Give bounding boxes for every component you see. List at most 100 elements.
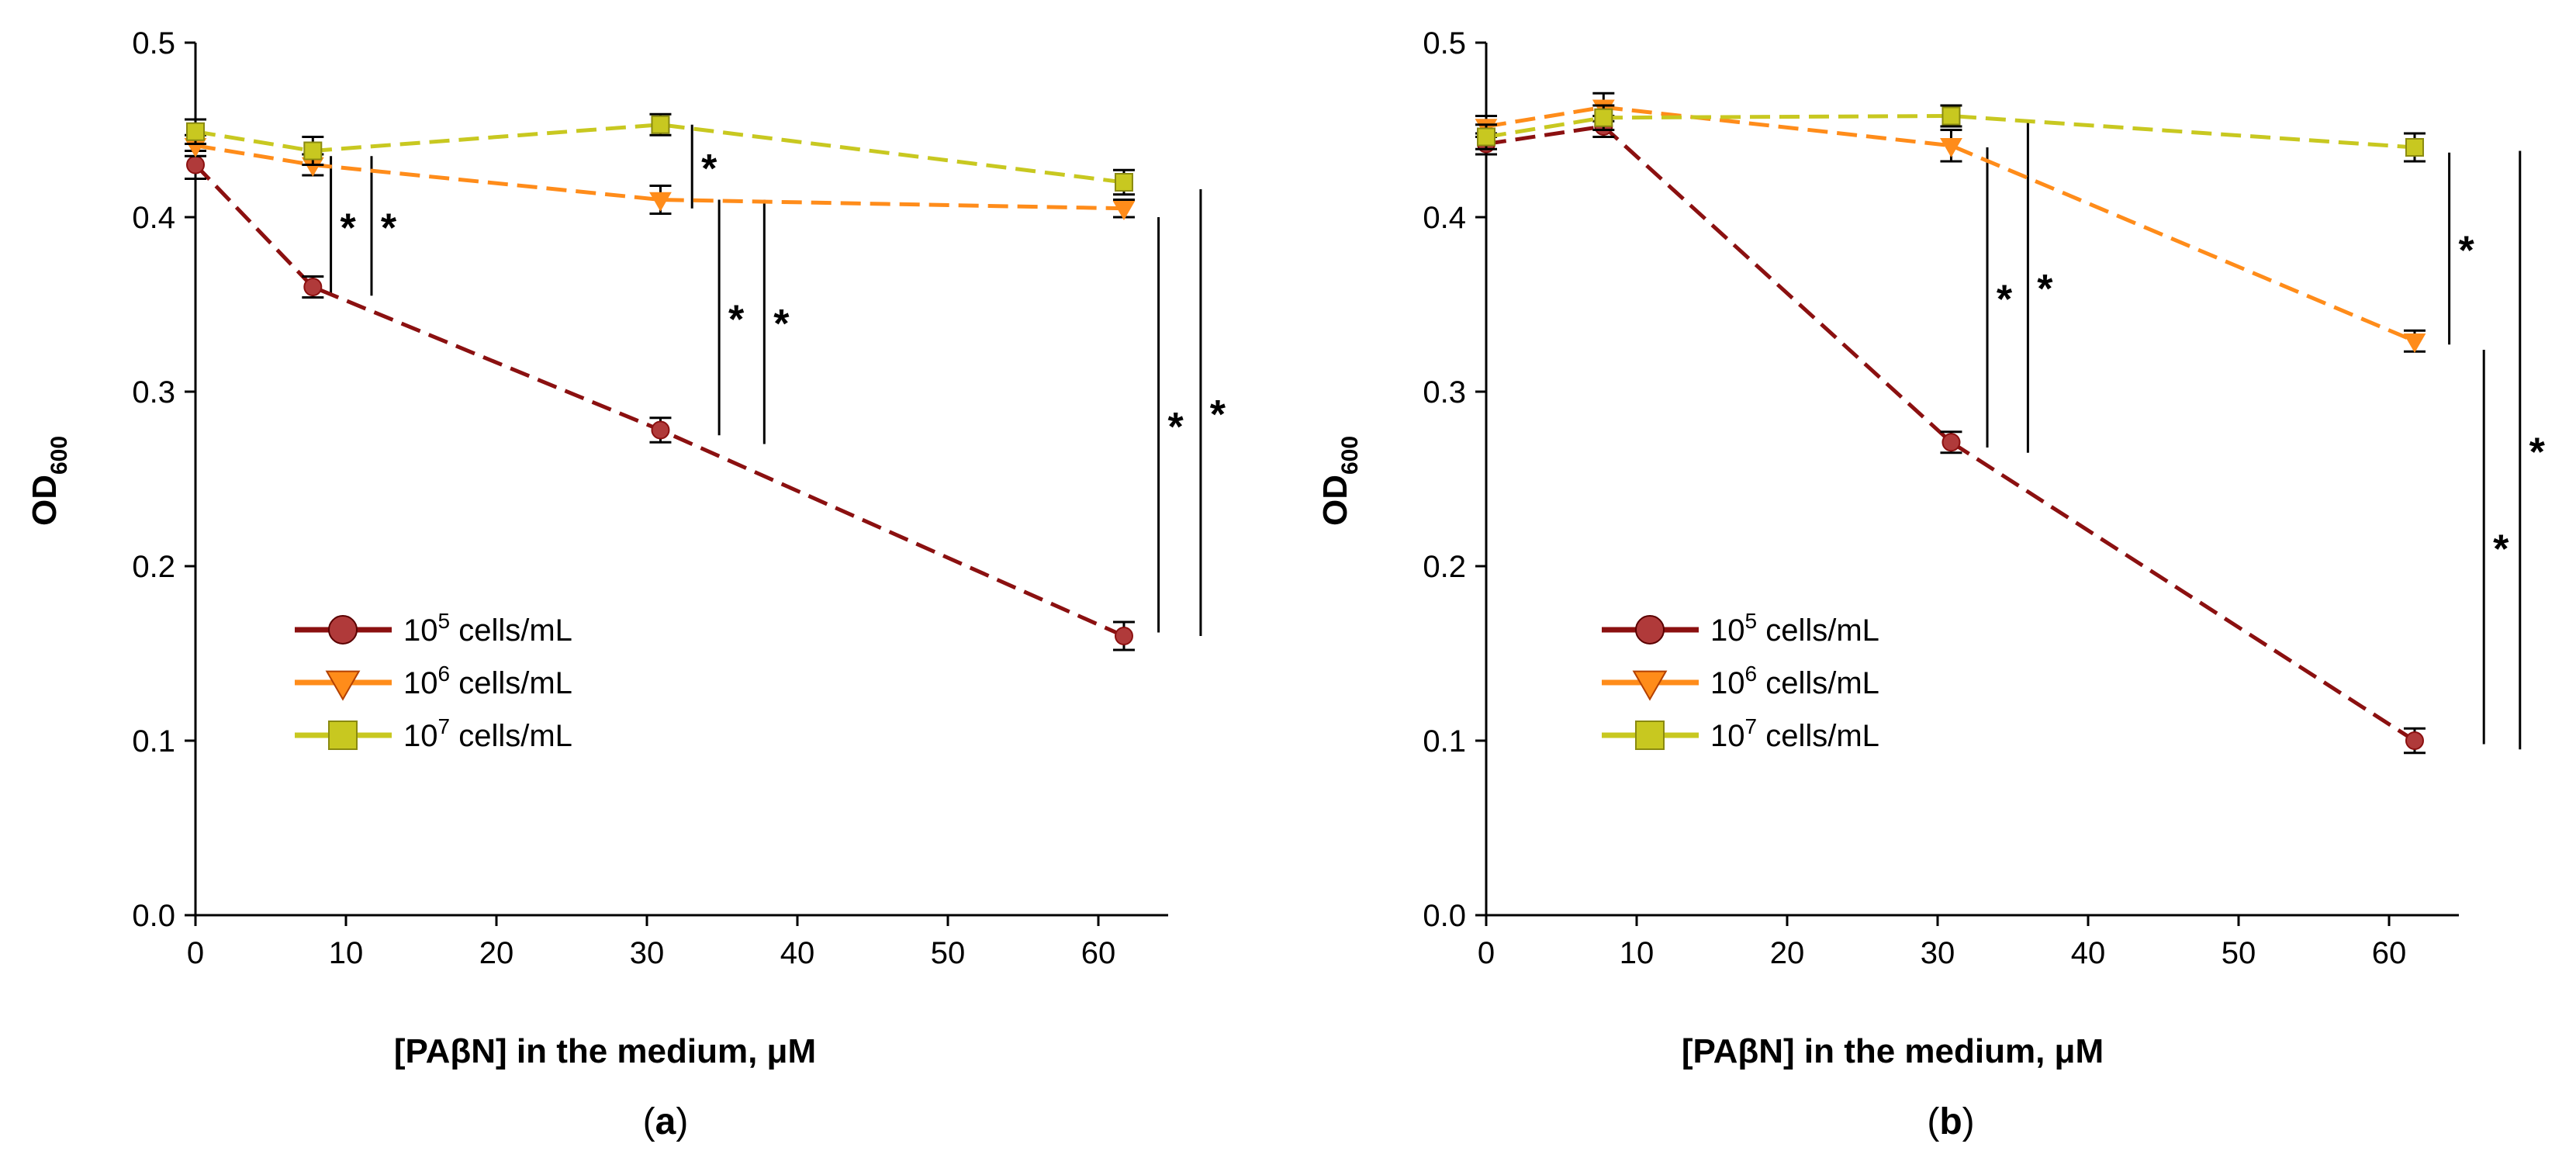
x-tick-label: 40 [780,936,815,970]
data-point-circle [303,278,323,296]
legend-label-exponent: 6 [1745,662,1758,686]
data-point-triangle [1940,137,1962,157]
significance-star: * [340,206,356,251]
data-point-square [1114,173,1133,192]
significance-star: * [1167,405,1184,450]
series-line-7 [195,123,1125,185]
y-axis-label-main: OD [1316,475,1354,526]
legend-label-rest: cells/mL [450,613,572,648]
panel-label-paren: ( [1927,1101,1939,1142]
legend-marker-square [1635,721,1665,750]
legend-label: 106 cells/mL [403,662,572,700]
legend-label-rest: cells/mL [1757,666,1879,700]
x-tick-label: 20 [479,936,514,970]
significance-star: * [773,302,790,347]
significance-star: * [2037,267,2053,312]
panel-label: (a) [643,1101,689,1142]
data-point-circle [2405,731,2424,750]
y-tick-label: 0.1 [132,724,175,759]
y-tick-label: 0.3 [132,375,175,410]
significance-star: * [728,297,745,342]
data-point-triangle [1112,200,1136,220]
data-point-square [1477,127,1495,147]
panel-label-paren: ) [1962,1101,1975,1142]
data-point-square [651,115,670,134]
legend-label-rest: cells/mL [1757,613,1879,648]
data-point-circle [1942,433,1961,452]
y-tick-label: 0.4 [132,201,175,235]
data-point-square [1594,108,1613,127]
significance-star: * [2458,229,2474,274]
series-line-5 [194,163,1125,638]
panel-label-letter: a [655,1101,676,1142]
y-axis-label-subscript: 600 [1337,436,1363,475]
series-line-7 [1485,113,2415,150]
legend-marker-triangle [1632,670,1668,701]
legend-label-rest: cells/mL [450,666,572,700]
legend-label: 105 cells/mL [1710,609,1879,648]
data-point-circle [1114,627,1133,645]
significance-star: * [1997,278,2013,323]
x-axis-label: [PAβN] in the medium, μM [394,1032,816,1070]
y-axis-label: OD600 [26,436,72,526]
data-point-square [2405,138,2424,157]
data-point-triangle [2403,333,2426,353]
data-point-triangle [649,192,672,212]
series-line-6 [1485,105,2415,344]
significance-star: * [381,206,397,251]
x-tick-label: 30 [630,936,665,970]
legend-marker-circle [328,615,358,645]
x-tick-label: 0 [187,936,204,970]
y-tick-label: 0.0 [132,899,175,933]
series-line-6 [195,143,1125,211]
legend-label-base: 10 [1710,666,1745,700]
chart-panel-b: 0.0 0.1 0.2 0.3 0.4 0.5 0 10 20 30 40 50 60 OD600 [PAβ… [1316,26,2546,1142]
x-tick-label: 10 [1620,936,1655,970]
y-tick-label: 0.1 [1423,724,1466,759]
panel-label-paren: ( [643,1101,655,1142]
legend-label: 105 cells/mL [403,609,572,648]
legend-marker-square [328,721,358,750]
panel-label-letter: b [1939,1101,1962,1142]
legend-label-exponent: 6 [438,662,451,686]
x-tick-label: 20 [1770,936,1805,970]
panel-label: (b) [1927,1101,1974,1142]
y-tick-label: 0.2 [132,550,175,584]
legend-label-exponent: 5 [1745,609,1758,633]
legend-label-rest: cells/mL [1757,719,1879,753]
legend-label-rest: cells/mL [450,719,572,753]
x-tick-label: 60 [2372,936,2407,970]
y-axis-label: OD600 [1316,436,1363,526]
y-tick-label: 0.5 [1423,26,1466,60]
legend-label-base: 10 [1710,719,1745,753]
data-point-square [1942,106,1961,126]
series-line-5 [1485,124,2416,743]
legend-label-exponent: 5 [438,609,451,633]
legend-label: 106 cells/mL [1710,662,1879,700]
significance-star: * [2529,430,2546,475]
legend-label-base: 10 [1710,613,1745,648]
x-tick-label: 10 [329,936,364,970]
panel-label-paren: ) [676,1101,688,1142]
legend-label-base: 10 [403,666,438,700]
legend-marker-circle [1635,615,1665,645]
legend-label: 107 cells/mL [1710,714,1879,753]
y-tick-label: 0.3 [1423,375,1466,410]
legend-label-exponent: 7 [1745,714,1758,738]
x-axis-label: [PAβN] in the medium, μM [1682,1032,2104,1070]
data-point-square [303,141,323,161]
significance-star: * [1210,392,1226,437]
legend-label-base: 10 [403,613,438,648]
data-point-square [186,122,205,141]
x-tick-label: 40 [2071,936,2106,970]
legend-label-exponent: 7 [438,714,451,738]
x-tick-label: 60 [1081,936,1116,970]
y-axis-label-main: OD [26,475,64,526]
x-tick-label: 50 [931,936,966,970]
data-point-circle [186,155,205,175]
y-tick-label: 0.4 [1423,201,1466,235]
significance-star: * [2493,527,2509,572]
x-tick-label: 50 [2222,936,2256,970]
y-axis-label-subscript: 600 [47,436,72,475]
